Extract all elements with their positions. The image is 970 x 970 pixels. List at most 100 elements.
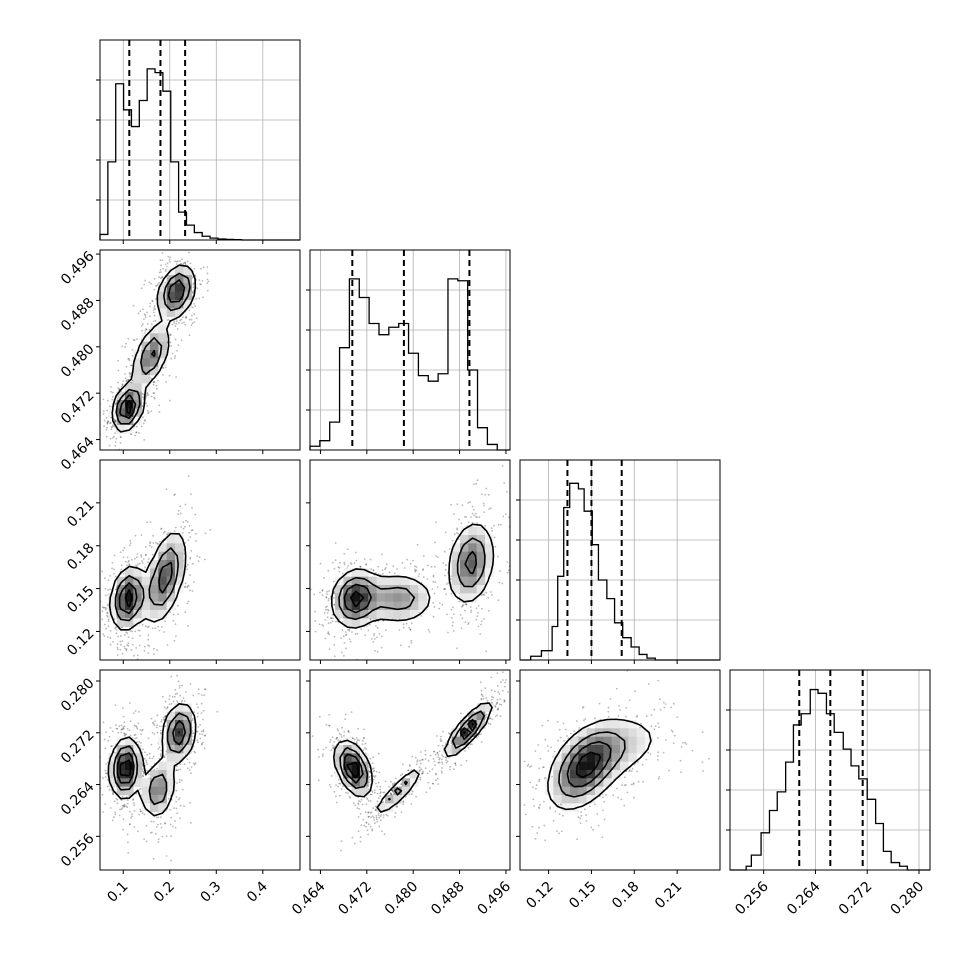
- density-cell: [393, 585, 402, 594]
- sample-point: [199, 217, 201, 219]
- sample-point: [191, 732, 194, 735]
- sample-point: [97, 607, 99, 609]
- density-cell: [460, 526, 469, 536]
- sample-point: [318, 715, 321, 718]
- sample-point: [154, 832, 157, 835]
- sample-point: [483, 511, 486, 513]
- density-cell: [141, 778, 151, 787]
- sample-point: [457, 538, 460, 541]
- sample-point: [173, 696, 176, 698]
- sample-point: [473, 514, 475, 517]
- sample-point: [332, 617, 334, 620]
- sample-point: [102, 398, 105, 401]
- density-cell: [158, 593, 167, 602]
- sample-point: [168, 258, 171, 261]
- sample-point: [117, 635, 119, 638]
- sample-point: [447, 732, 450, 735]
- sample-point: [104, 594, 107, 597]
- sample-point: [192, 732, 195, 734]
- sample-point: [484, 687, 487, 690]
- sample-point: [357, 816, 360, 818]
- sample-point: [458, 600, 461, 603]
- sample-point: [500, 524, 502, 526]
- density-cell: [133, 366, 142, 376]
- sample-point: [184, 262, 187, 265]
- density-cell: [125, 786, 134, 796]
- sample-point: [313, 593, 316, 596]
- sample-point: [117, 732, 120, 734]
- sample-point: [366, 829, 369, 832]
- sample-point: [433, 606, 436, 608]
- sample-point: [120, 731, 123, 734]
- sample-point: [448, 548, 451, 550]
- sample-point: [104, 577, 106, 580]
- sample-point: [104, 772, 107, 775]
- sample-point: [177, 680, 180, 682]
- sample-point: [144, 316, 147, 319]
- sample-point: [471, 505, 474, 508]
- density-cell: [141, 576, 151, 586]
- sample-point: [186, 602, 189, 605]
- density-cell: [343, 601, 352, 611]
- sample-point: [176, 812, 179, 815]
- sample-point: [445, 564, 447, 567]
- sample-point: [121, 796, 124, 798]
- density-cell: [166, 720, 176, 729]
- sample-point: [383, 791, 386, 794]
- sample-point: [160, 277, 162, 280]
- sample-point: [372, 641, 375, 643]
- sample-point: [441, 603, 444, 606]
- sample-point: [348, 795, 351, 798]
- sample-point: [403, 567, 406, 569]
- density-cell: [116, 618, 126, 627]
- sample-point: [377, 812, 380, 815]
- sample-point: [190, 766, 193, 768]
- sample-point: [377, 797, 380, 800]
- sample-point: [175, 807, 178, 810]
- sample-point: [199, 723, 202, 726]
- sample-point: [188, 334, 191, 337]
- density-cell: [158, 568, 167, 577]
- sample-point: [204, 734, 207, 737]
- sample-point: [410, 793, 413, 796]
- sample-point: [115, 402, 117, 405]
- sample-point: [156, 649, 159, 651]
- sample-point: [378, 771, 381, 774]
- density-cell: [360, 593, 369, 602]
- sample-point: [343, 731, 346, 733]
- sample-point: [132, 798, 135, 801]
- sample-point: [125, 380, 128, 382]
- sample-point: [462, 604, 464, 606]
- sample-point: [174, 623, 177, 625]
- sample-point: [216, 710, 219, 713]
- density-cell: [116, 753, 126, 762]
- sample-point: [442, 562, 445, 564]
- sample-point: [464, 516, 466, 518]
- sample-point: [112, 436, 114, 439]
- sample-point: [144, 751, 146, 754]
- sample-point: [340, 788, 343, 790]
- y-tick-label: 0.472: [58, 388, 98, 428]
- density-cell: [351, 585, 361, 594]
- density-cell: [485, 551, 494, 561]
- sample-point: [152, 820, 155, 823]
- sample-point: [372, 775, 375, 777]
- sample-point: [494, 545, 497, 548]
- axes-frame: [99, 39, 301, 241]
- sample-point: [471, 522, 474, 524]
- contour-line: [113, 712, 192, 806]
- sample-point: [340, 733, 342, 736]
- sample-point: [343, 561, 346, 564]
- density-cell: [410, 610, 419, 619]
- sample-point: [202, 729, 205, 732]
- sample-point: [106, 422, 109, 425]
- sample-point: [379, 788, 382, 791]
- sample-point: [145, 840, 148, 843]
- sample-point: [498, 570, 501, 572]
- sample-point: [151, 757, 154, 760]
- sample-point: [102, 811, 104, 813]
- sample-point: [145, 759, 147, 762]
- sample-point: [136, 338, 138, 341]
- density-cell: [175, 703, 184, 712]
- sample-point: [97, 770, 99, 772]
